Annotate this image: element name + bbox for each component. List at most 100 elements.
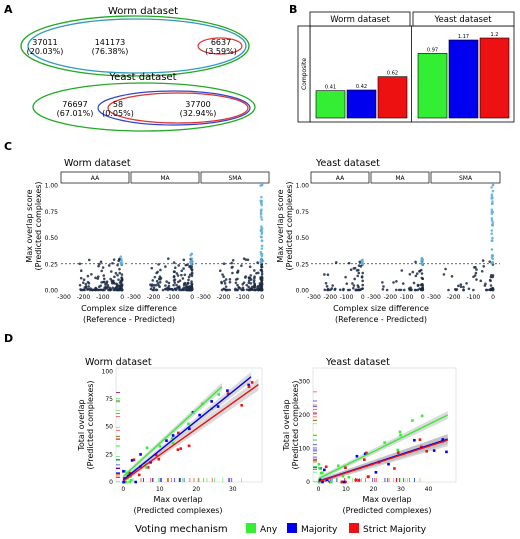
venn-yeast-majority-ellipse bbox=[97, 90, 251, 126]
c-point bbox=[489, 279, 492, 283]
c-worm-ytick: 0.00 bbox=[45, 288, 59, 295]
c-point bbox=[260, 272, 264, 276]
c-point bbox=[184, 263, 188, 267]
d-fit-line-any bbox=[122, 386, 223, 477]
d-point bbox=[318, 478, 322, 481]
d-point bbox=[247, 383, 250, 387]
legend-swatch-majority bbox=[287, 523, 297, 533]
c-worm-ylabel-1: Max overlap score bbox=[25, 189, 34, 262]
c-point bbox=[220, 280, 223, 284]
bar-facet-header-yeast-label: Yeast dataset bbox=[433, 15, 492, 25]
d-point bbox=[366, 475, 370, 479]
c-worm-strip-AA bbox=[60, 171, 130, 184]
c-yeast-strip-label: AA bbox=[336, 175, 345, 182]
venn-worm-right-pct: (3.59%) bbox=[205, 47, 237, 56]
d-point bbox=[250, 381, 254, 384]
c-point bbox=[120, 262, 124, 265]
venn-yeast: Yeast dataset 76697 (67.01%) 58 (0.05%) … bbox=[32, 72, 256, 132]
legend: Voting mechanism Any Majority Strict Maj… bbox=[135, 523, 427, 535]
c-point bbox=[414, 274, 418, 278]
c-point bbox=[152, 283, 156, 287]
c-point bbox=[255, 271, 258, 275]
venn-yeast-center-count: 58 bbox=[113, 100, 123, 109]
c-worm-strip-label: MA bbox=[160, 175, 170, 182]
c-point bbox=[395, 280, 398, 283]
c-point bbox=[252, 285, 256, 288]
c-point bbox=[490, 208, 494, 212]
c-point bbox=[489, 284, 493, 287]
c-point bbox=[459, 285, 463, 289]
c-point bbox=[218, 269, 222, 273]
c-yeast-xtick: -300 bbox=[367, 294, 381, 301]
c-point bbox=[107, 288, 110, 292]
c-point bbox=[400, 269, 404, 272]
bar-value-label: 0.97 bbox=[427, 47, 438, 53]
c-point bbox=[397, 288, 401, 292]
c-point bbox=[111, 261, 114, 265]
c-point bbox=[260, 257, 263, 261]
c-point bbox=[234, 281, 238, 285]
c-point bbox=[488, 260, 492, 263]
c-point bbox=[102, 277, 106, 281]
c-worm-ytick: 1.00 bbox=[45, 183, 59, 190]
d-point bbox=[387, 462, 390, 466]
d-point bbox=[336, 464, 340, 468]
c-point bbox=[260, 254, 264, 258]
d-point bbox=[418, 438, 422, 441]
c-point bbox=[259, 250, 263, 254]
c-point bbox=[231, 265, 234, 269]
c-yeast-xtick: -100 bbox=[467, 294, 481, 301]
c-worm-xtick: -300 bbox=[127, 294, 141, 301]
bar-worm-0 bbox=[315, 90, 346, 119]
d-point bbox=[420, 414, 424, 418]
c-point bbox=[473, 274, 477, 277]
c-point bbox=[418, 270, 421, 273]
c-yeast-xtick: -100 bbox=[400, 294, 414, 301]
d-point bbox=[128, 471, 132, 475]
c-point bbox=[333, 287, 337, 291]
c-point bbox=[409, 288, 413, 292]
d-point bbox=[198, 413, 201, 417]
d-worm-xtick: 0 bbox=[121, 486, 125, 493]
c-point bbox=[360, 287, 364, 291]
legend-title: Voting mechanism bbox=[135, 524, 228, 535]
c-worm-xlabel-1: Complex size difference bbox=[81, 304, 177, 313]
c-point bbox=[164, 265, 167, 268]
c-point bbox=[490, 217, 494, 220]
d-worm-ylabel-1: Total overlap bbox=[77, 399, 86, 451]
d-point bbox=[425, 449, 428, 453]
c-point bbox=[347, 261, 351, 265]
c-point bbox=[489, 288, 492, 292]
d-point bbox=[123, 469, 127, 473]
legend-label-any: Any bbox=[260, 525, 278, 535]
c-worm-title: Worm dataset bbox=[64, 158, 131, 169]
c-point bbox=[228, 280, 232, 284]
c-point bbox=[361, 279, 364, 283]
c-point bbox=[259, 213, 263, 216]
c-point bbox=[360, 275, 364, 279]
c-point bbox=[175, 272, 179, 275]
c-point bbox=[256, 261, 259, 264]
c-worm-xtick: -100 bbox=[166, 294, 180, 301]
bar-chart-b: Composite Worm dataset Yeast dataset 0.4… bbox=[297, 11, 515, 123]
d-fit-line-majority bbox=[122, 376, 252, 481]
c-point bbox=[420, 272, 424, 275]
d-point bbox=[128, 480, 131, 484]
c-point bbox=[158, 285, 161, 288]
venn-worm-right-count: 6637 bbox=[211, 38, 231, 47]
c-point bbox=[82, 278, 86, 282]
d-point bbox=[354, 478, 358, 482]
c-point bbox=[352, 286, 355, 290]
c-point bbox=[325, 285, 329, 288]
c-point bbox=[247, 281, 251, 284]
c-point bbox=[260, 239, 264, 243]
venn-yeast-right-pct: (32.94%) bbox=[180, 109, 217, 118]
c-point bbox=[480, 269, 484, 273]
d-point bbox=[129, 478, 133, 482]
d-point bbox=[179, 447, 183, 450]
c-point bbox=[260, 247, 264, 250]
c-point bbox=[444, 267, 447, 271]
d-point bbox=[383, 441, 386, 444]
c-yeast-xtick: 0 bbox=[491, 294, 495, 301]
d-point bbox=[432, 449, 436, 452]
